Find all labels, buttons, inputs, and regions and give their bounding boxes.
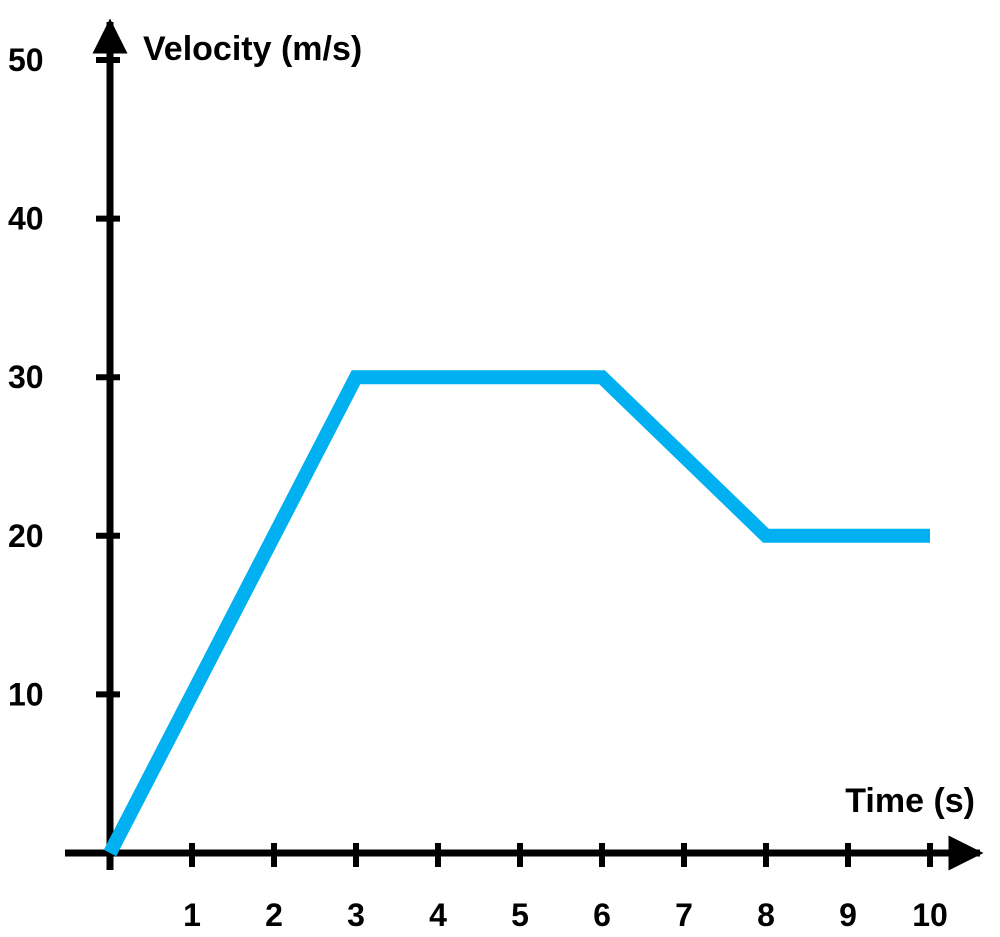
y-axis-label: Velocity (m/s) <box>143 30 362 68</box>
x-tick-label: 5 <box>511 897 529 933</box>
x-tick-label: 1 <box>183 897 201 933</box>
y-tick-label: 20 <box>8 518 44 554</box>
x-tick-label: 4 <box>429 897 447 933</box>
x-axis-label: Time (s) <box>845 782 975 820</box>
y-tick-label: 40 <box>8 201 44 237</box>
x-tick-label: 6 <box>593 897 611 933</box>
series-group <box>103 370 930 857</box>
y-axis-ticks: 10 20 30 40 50 <box>8 42 120 712</box>
y-tick-label: 10 <box>8 676 44 712</box>
x-tick-label: 2 <box>265 897 283 933</box>
x-tick-label: 9 <box>839 897 857 933</box>
x-tick-label: 7 <box>675 897 693 933</box>
y-tick-label: 50 <box>8 42 44 78</box>
velocity-series-line <box>103 370 930 857</box>
x-tick-label: 3 <box>347 897 365 933</box>
x-tick-label: 10 <box>912 897 948 933</box>
x-tick-label: 8 <box>757 897 775 933</box>
x-axis-ticks: 1 2 3 4 5 6 7 8 9 10 <box>183 843 948 933</box>
y-tick-label: 30 <box>8 359 44 395</box>
